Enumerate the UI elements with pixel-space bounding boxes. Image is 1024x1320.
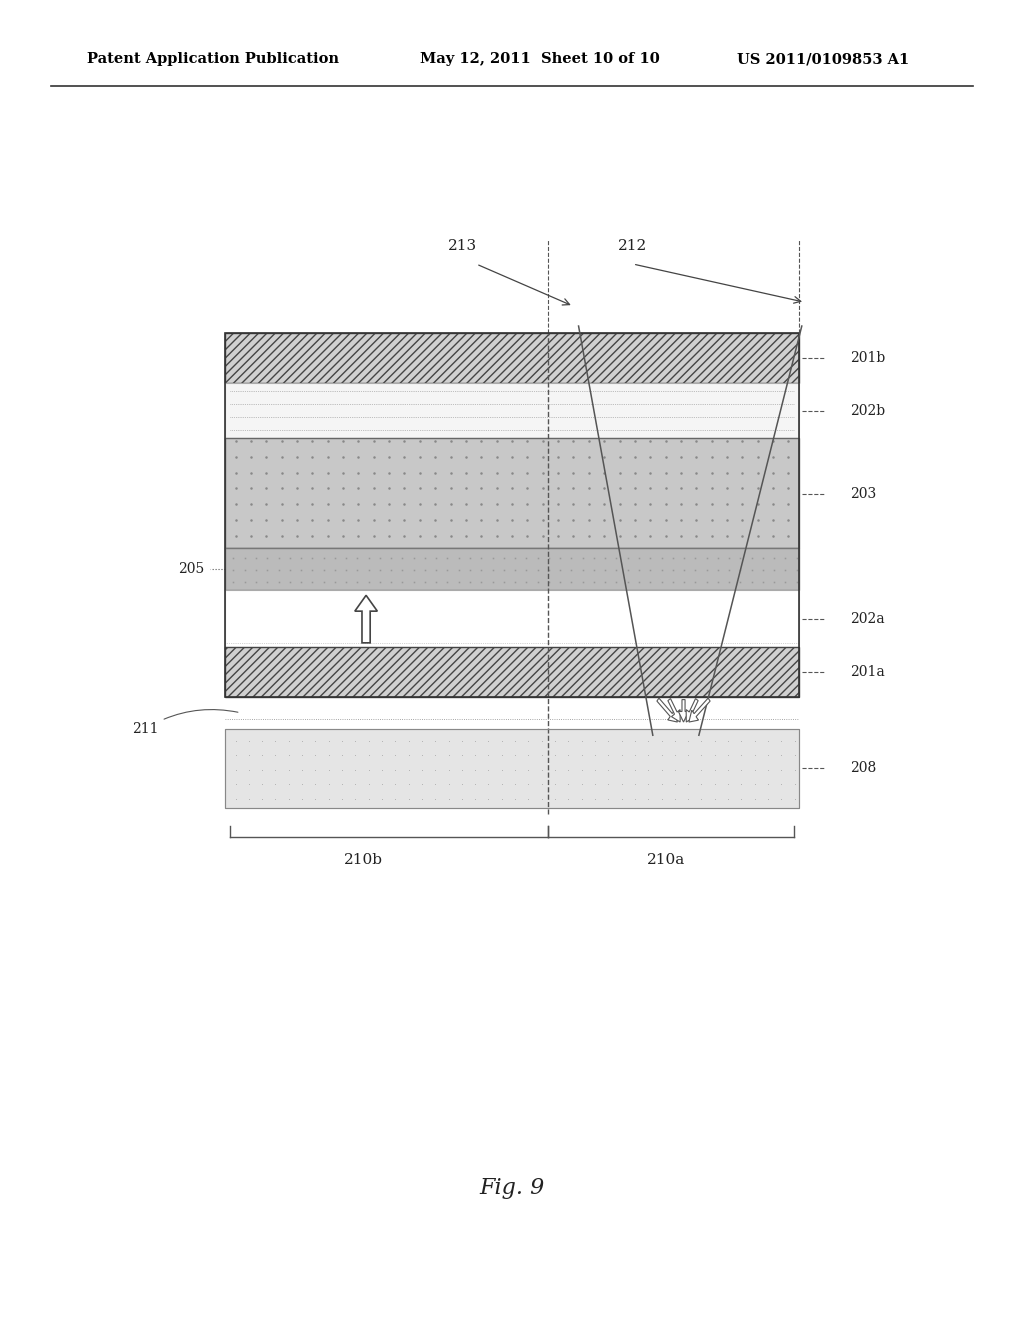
Text: 202b: 202b xyxy=(850,404,885,417)
Text: 210a: 210a xyxy=(646,853,685,867)
FancyArrow shape xyxy=(668,698,680,722)
Text: Fig. 9: Fig. 9 xyxy=(479,1177,545,1199)
Bar xyxy=(225,590,799,647)
Text: 212: 212 xyxy=(618,239,647,253)
Text: 211: 211 xyxy=(132,710,238,735)
FancyArrow shape xyxy=(689,698,710,722)
Bar xyxy=(225,647,799,697)
FancyArrow shape xyxy=(354,595,377,643)
Bar xyxy=(225,729,799,808)
FancyArrow shape xyxy=(686,698,698,722)
Bar xyxy=(225,333,799,697)
Text: 202a: 202a xyxy=(850,612,885,626)
Text: US 2011/0109853 A1: US 2011/0109853 A1 xyxy=(737,53,909,66)
Bar xyxy=(225,438,799,548)
Text: 208: 208 xyxy=(850,762,877,775)
Bar xyxy=(225,383,799,438)
Text: May 12, 2011  Sheet 10 of 10: May 12, 2011 Sheet 10 of 10 xyxy=(420,53,659,66)
Text: 210b: 210b xyxy=(344,853,383,867)
Text: Patent Application Publication: Patent Application Publication xyxy=(87,53,339,66)
Text: 205: 205 xyxy=(178,562,205,576)
FancyArrow shape xyxy=(656,698,678,722)
Bar xyxy=(225,729,799,808)
Text: 213: 213 xyxy=(449,239,477,253)
Bar xyxy=(225,333,799,383)
FancyArrow shape xyxy=(678,700,688,722)
Bar xyxy=(225,548,799,590)
Text: 201b: 201b xyxy=(850,351,885,364)
Text: 203: 203 xyxy=(850,487,877,500)
Text: 201a: 201a xyxy=(850,665,885,678)
